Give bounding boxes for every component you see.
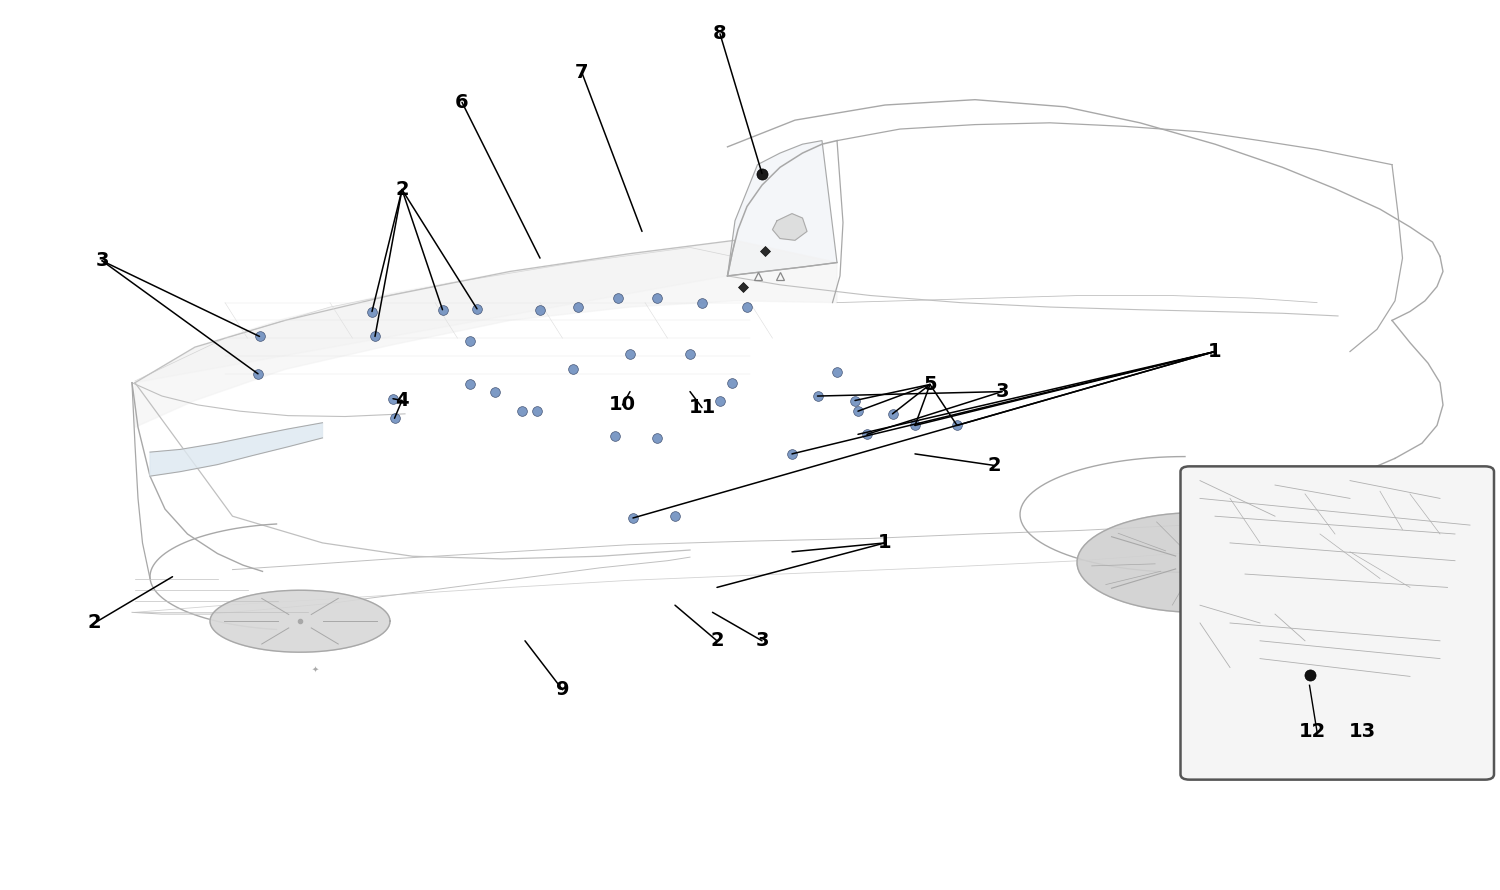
Text: 6: 6 <box>454 93 470 112</box>
Text: 3: 3 <box>754 631 768 651</box>
Text: 11: 11 <box>688 398 715 417</box>
Polygon shape <box>1077 513 1317 612</box>
Text: 2: 2 <box>87 613 102 633</box>
Text: 13: 13 <box>1348 722 1376 741</box>
Text: 1: 1 <box>1208 342 1222 361</box>
Text: 2: 2 <box>987 456 1002 475</box>
Text: 3: 3 <box>996 382 1010 401</box>
Polygon shape <box>728 141 837 276</box>
Text: 10: 10 <box>609 395 636 415</box>
FancyBboxPatch shape <box>1180 466 1494 780</box>
Polygon shape <box>135 240 735 383</box>
Text: 3: 3 <box>96 251 109 271</box>
Polygon shape <box>150 423 322 476</box>
Polygon shape <box>135 240 837 427</box>
Text: 5: 5 <box>922 375 938 394</box>
Text: 8: 8 <box>712 24 728 44</box>
Text: 2: 2 <box>710 631 724 651</box>
Text: 4: 4 <box>394 391 410 410</box>
Text: 12: 12 <box>1299 722 1326 741</box>
Polygon shape <box>772 214 807 240</box>
Text: 1: 1 <box>878 533 892 553</box>
Text: 9: 9 <box>555 680 570 700</box>
Text: 2: 2 <box>394 180 410 199</box>
Text: ✦: ✦ <box>312 665 318 674</box>
Polygon shape <box>210 590 390 652</box>
Text: 7: 7 <box>576 63 588 83</box>
